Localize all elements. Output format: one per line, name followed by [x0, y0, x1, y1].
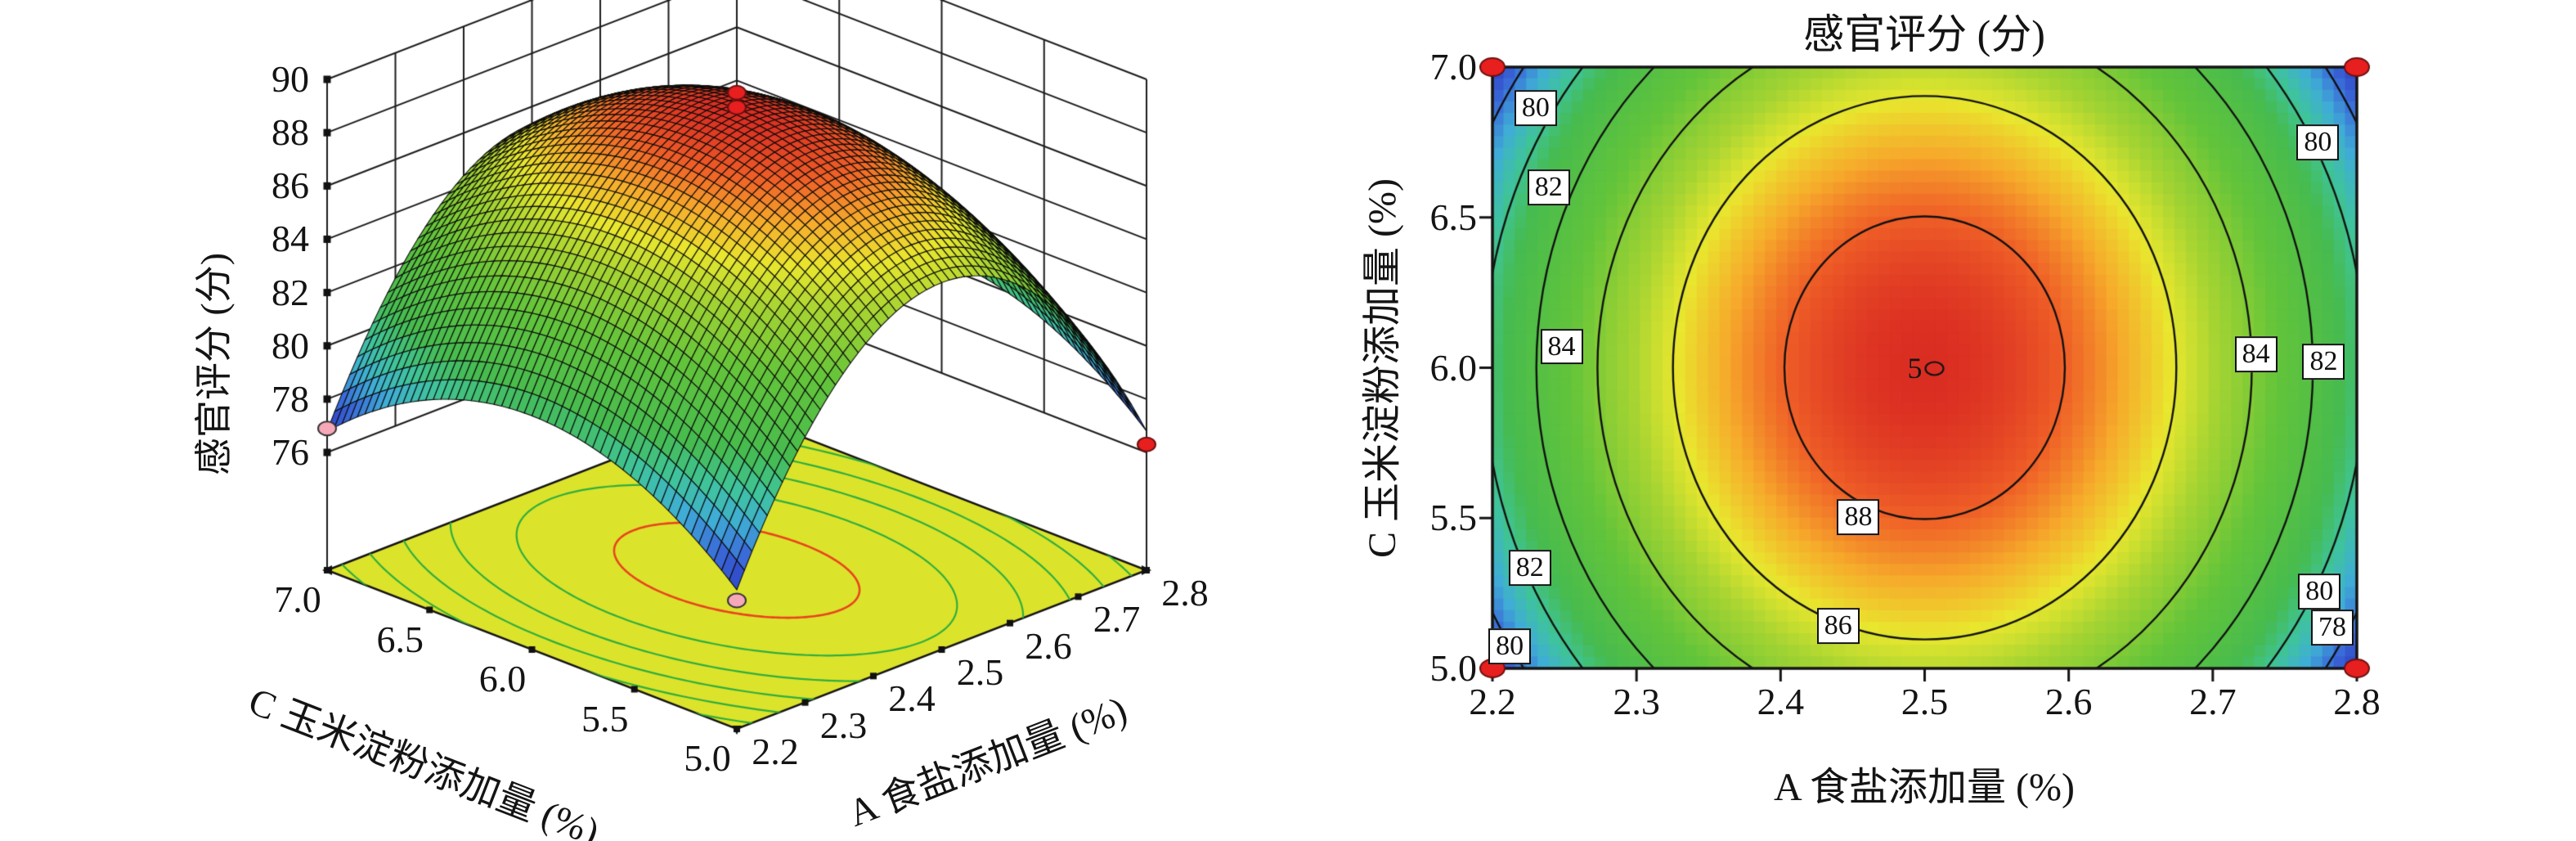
contour-x-tick-label: 2.5	[1901, 681, 1949, 722]
surface3d-z-tick-label: 90	[272, 58, 309, 101]
contour-level-label: 80	[2296, 124, 2340, 160]
surface3d-c-tick-label: 6.5	[376, 618, 424, 660]
contour-y-tick-label: 6.5	[1429, 196, 1478, 238]
contour-level-label: 80	[2298, 573, 2341, 609]
surface3d-a-tick-label: 2.5	[956, 651, 1004, 693]
contour-x-axis-title: A 食盐添加量 (%)	[1774, 766, 2075, 809]
surface3d-c-tick-label: 5.5	[581, 697, 629, 740]
contour-x-tick-label: 2.3	[1613, 681, 1660, 722]
surface3d-a-tick-label: 2.6	[1025, 624, 1072, 667]
surface3d-z-tick-label: 76	[272, 431, 309, 473]
contour-level-label: 84	[1540, 328, 1583, 365]
surface3d-a-tick-label: 2.2	[752, 731, 799, 772]
surface3d-a-tick-label: 2.7	[1093, 598, 1141, 641]
surface3d-a-tick-label: 2.8	[1161, 572, 1209, 614]
surface3d-z-tick-label: 78	[272, 377, 309, 420]
surface3d-a-tick-label: 2.4	[888, 677, 936, 720]
contour-level-label: 84	[2234, 336, 2278, 372]
contour-level-label: 88	[1837, 499, 1880, 535]
surface3d-z-axis-title: 感官评分 (分)	[193, 252, 235, 476]
surface3d-c-tick-label: 7.0	[274, 578, 321, 620]
contour-y-tick-label: 5.5	[1429, 497, 1478, 539]
contour-level-label: 82	[2302, 344, 2345, 380]
surface3d-z-tick-label: 80	[272, 324, 309, 367]
surface3d-z-tick-label: 84	[272, 218, 309, 260]
center-count-label: 5	[1907, 351, 1923, 385]
contour-y-tick-label: 7.0	[1429, 46, 1478, 88]
surface3d-z-tick-label: 82	[272, 271, 309, 313]
contour-level-label: 86	[1816, 608, 1860, 645]
contour-level-label: 80	[1488, 628, 1532, 665]
contour-level-label: 78	[2311, 609, 2354, 645]
surface3d-c-tick-label: 6.0	[478, 658, 527, 699]
contour-level-label: 80	[1514, 90, 1557, 126]
contour-y-tick-label: 5.0	[1429, 647, 1478, 689]
contour-x-tick-label: 2.6	[2044, 681, 2093, 722]
surface3d-z-tick-label: 86	[272, 164, 309, 207]
contour-x-tick-label: 2.4	[1757, 681, 1805, 722]
contour-level-label: 82	[1527, 169, 1570, 205]
contour-plot-title: 感官评分 (分)	[1803, 11, 2045, 57]
surface3d-a-tick-label: 2.3	[819, 704, 868, 746]
surface3d-z-tick-label: 88	[272, 111, 309, 154]
contour-x-tick-label: 2.2	[1469, 681, 1516, 722]
surface3d-c-tick-label: 5.0	[684, 737, 731, 779]
contour-y-axis-title: C 玉米淀粉添加量 (%)	[1361, 178, 1404, 558]
contour-y-tick-label: 6.0	[1429, 346, 1478, 389]
contour-x-tick-label: 2.8	[2333, 681, 2381, 722]
contour-level-label: 82	[1508, 550, 1551, 586]
contour-x-tick-label: 2.7	[2189, 681, 2237, 722]
